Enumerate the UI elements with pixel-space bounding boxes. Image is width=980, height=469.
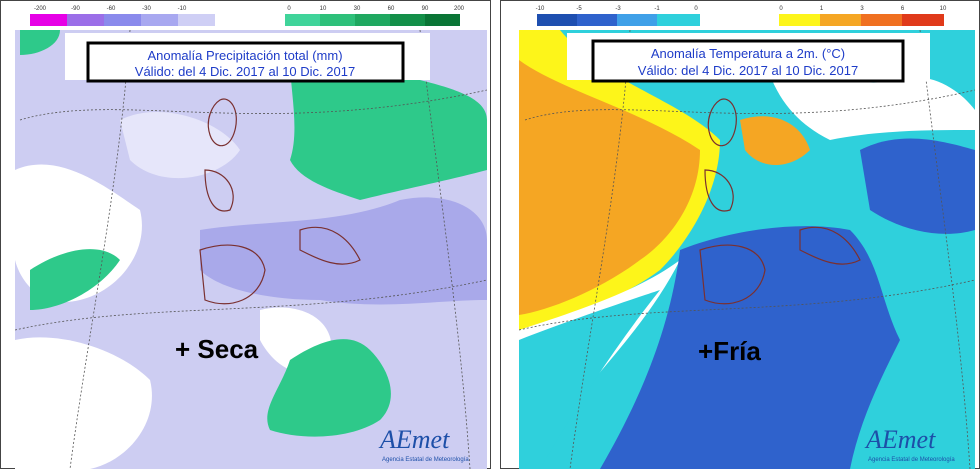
legend-label: -5 (576, 6, 582, 12)
title-frame (86, 41, 405, 83)
legend-label: -10 (178, 6, 187, 12)
temp-map (519, 30, 975, 469)
annotation: +Fría (698, 336, 761, 366)
annotation: + Seca (175, 334, 259, 364)
subtitle: Válido: del 4 Dic. 2017 al 10 Dic. 2017 (638, 63, 858, 78)
legend-label: 0 (287, 6, 291, 12)
legend-label: 3 (860, 6, 864, 12)
legend-label: 10 (940, 6, 947, 12)
legend-label: 0 (779, 6, 783, 12)
legend-label: -3 (615, 6, 621, 12)
legend-label: 0 (694, 6, 698, 12)
legend-label: 90 (422, 6, 429, 12)
legend-label: 60 (388, 6, 395, 12)
left-legend (30, 14, 460, 26)
title: Anomalía Precipitación total (mm) (147, 48, 342, 63)
legend-label: 1 (820, 6, 824, 12)
legend-label: -10 (536, 6, 545, 12)
right-legend (537, 14, 944, 26)
precip-map (15, 30, 487, 469)
legend-label: -200 (34, 6, 47, 12)
title: Anomalía Temperatura a 2m. (°C) (651, 46, 845, 61)
legend-label: -60 (107, 6, 116, 12)
legend-label: 30 (354, 6, 361, 12)
logo: AEmet (378, 425, 450, 454)
subtitle: Válido: del 4 Dic. 2017 al 10 Dic. 2017 (135, 64, 355, 79)
legend-label: -90 (71, 6, 80, 12)
legend-label: -1 (654, 6, 660, 12)
title-box (65, 33, 430, 80)
legend-label: 6 (901, 6, 905, 12)
logo-subtitle: Agencia Estatal de Meteorología (868, 457, 955, 463)
title-frame (591, 39, 905, 83)
legend-label: -30 (142, 6, 151, 12)
legend-label: 10 (320, 6, 327, 12)
legend-label: 200 (454, 6, 465, 12)
logo: AEmet (864, 425, 936, 454)
logo-subtitle: Agencia Estatal de Meteorología (382, 457, 469, 463)
